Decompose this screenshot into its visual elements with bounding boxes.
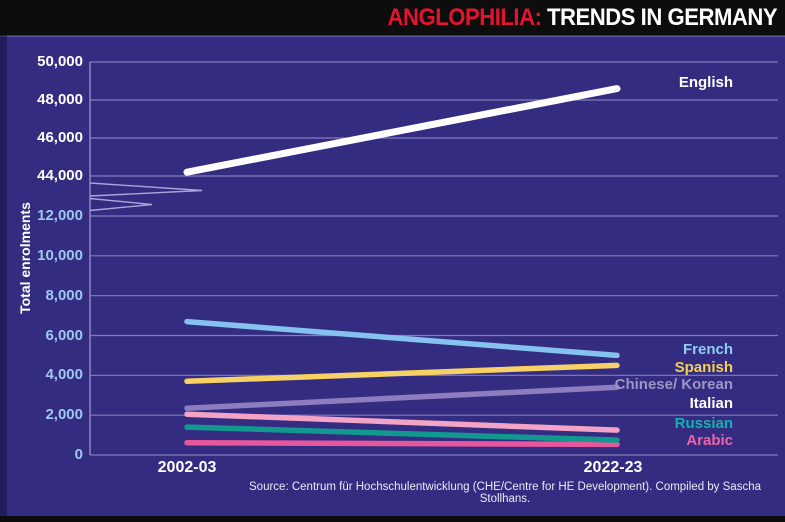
header-bar: ANGLOPHILIA: TRENDS IN GERMANY: [0, 0, 785, 35]
series-line-italian: [184, 411, 620, 433]
source-note: Source: Centrum für Hochschulentwicklung…: [249, 481, 761, 505]
x-axis-label-start: 2002-03: [157, 459, 217, 476]
series-line-arabic: [184, 439, 620, 448]
series-label-spanish: Spanish: [674, 359, 733, 376]
series-label-italian: Italian: [689, 395, 733, 412]
axis-break-icon: [89, 182, 203, 212]
x-axis-label-end: 2022-23: [583, 459, 643, 476]
header-title-text: TRENDS IN GERMANY: [547, 3, 778, 31]
series-label-french: French: [682, 341, 733, 358]
y-tick-label: 50,000: [37, 53, 83, 70]
y-tick-label: 4,000: [45, 366, 83, 384]
y-tick-label: 10,000: [37, 246, 83, 264]
series-label-english: English: [678, 74, 733, 91]
header-divider: [0, 36, 785, 37]
series-line-chinese-korean: [184, 384, 620, 411]
series-label-russian: Russian: [674, 415, 733, 432]
header-brand: ANGLOPHILIA:: [388, 3, 542, 31]
series-label-chinese-korean: Chinese/ Korean: [614, 376, 733, 393]
series-line-spanish: [184, 362, 620, 385]
header-title: ANGLOPHILIA: TRENDS IN GERMANY: [388, 4, 785, 32]
left-edge-shade: [0, 35, 7, 522]
y-tick-label: 48,000: [37, 91, 83, 108]
series-line-english: [183, 85, 621, 176]
y-tick-label: 44,000: [37, 167, 83, 184]
y-tick-label: 46,000: [37, 129, 83, 146]
series-line-russian: [184, 424, 620, 443]
series-line-french: [184, 318, 620, 359]
y-tick-label: 0: [74, 446, 83, 463]
y-tick-label: 12,000: [37, 207, 83, 224]
footer-bar: [0, 516, 785, 522]
y-tick-label: 2,000: [45, 406, 83, 424]
series-label-arabic: Arabic: [686, 432, 733, 449]
y-tick-label: 6,000: [45, 326, 83, 344]
y-tick-label: 8,000: [45, 286, 83, 304]
